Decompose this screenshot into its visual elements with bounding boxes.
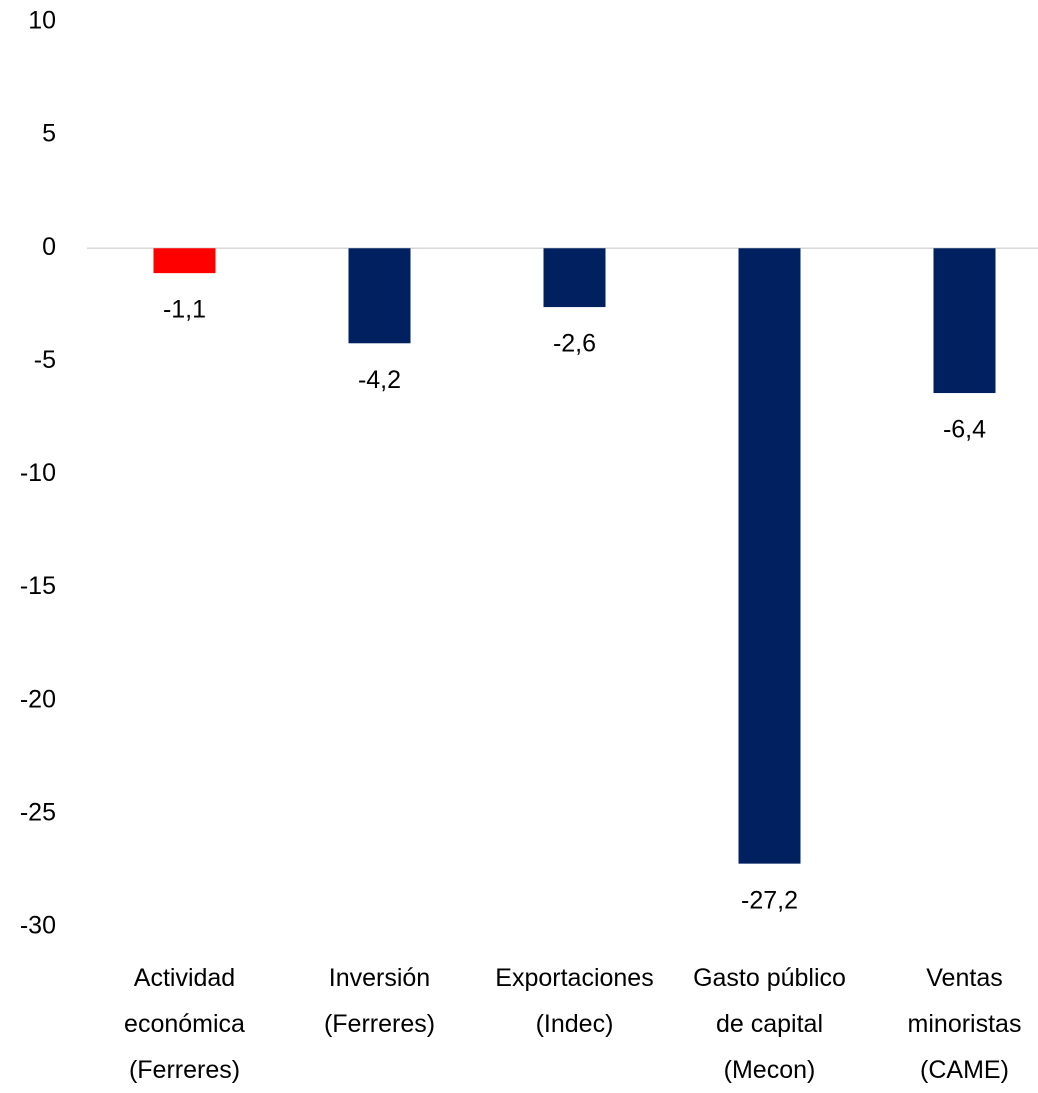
y-tick-label: -5 [34, 346, 56, 374]
x-tick-label: Actividad económica (Ferreres) [85, 955, 285, 1093]
x-tick-label: Ventas minoristas (CAME) [865, 955, 1038, 1093]
bar [349, 248, 411, 343]
y-tick-label: 5 [42, 120, 56, 148]
value-label: -27,2 [741, 886, 798, 914]
bar [544, 248, 606, 307]
value-label: -4,2 [358, 366, 401, 394]
x-tick-label: Inversión (Ferreres) [280, 955, 480, 1047]
y-tick-label: 10 [28, 7, 56, 35]
y-tick-label: -30 [20, 912, 56, 940]
value-label: -6,4 [943, 416, 986, 444]
bar [739, 248, 801, 863]
y-tick-label: -20 [20, 685, 56, 713]
x-tick-label: Exportaciones (Indec) [475, 955, 675, 1047]
value-label: -2,6 [553, 330, 596, 358]
bar [934, 248, 996, 393]
y-tick-label: 0 [42, 233, 56, 261]
y-tick-label: -10 [20, 459, 56, 487]
x-tick-label: Gasto público de capital (Mecon) [670, 955, 870, 1093]
value-label: -1,1 [163, 296, 206, 324]
y-tick-label: -25 [20, 798, 56, 826]
y-tick-label: -15 [20, 572, 56, 600]
bar [154, 248, 216, 273]
